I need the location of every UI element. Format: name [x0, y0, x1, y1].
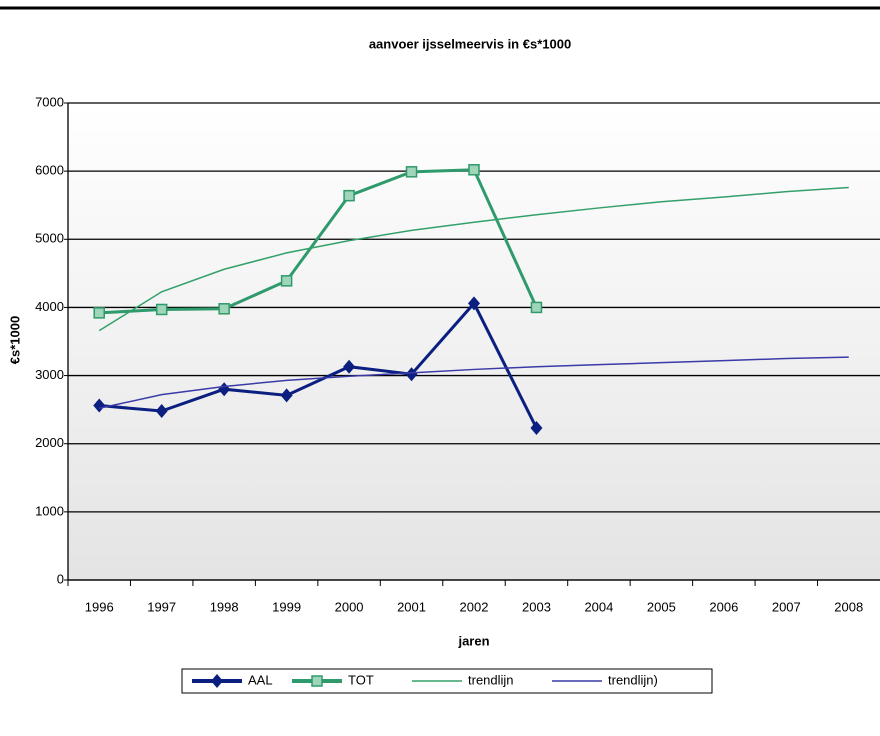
point: [93, 398, 106, 413]
y-tick-label: 6000: [35, 163, 64, 178]
point: [530, 421, 543, 436]
point: [468, 296, 480, 311]
point: [405, 367, 418, 382]
series-line: [99, 168, 538, 315]
point: [530, 301, 543, 314]
x-tick-label: 1999: [272, 599, 301, 614]
y-tick-label: 1000: [35, 503, 64, 518]
y-tick-label: 4000: [35, 299, 64, 314]
x-tick-label: 2008: [834, 599, 863, 614]
legend-label: AAL: [248, 672, 273, 687]
x-axis-label: jaren: [457, 633, 489, 648]
legend-label: trendlijn): [608, 672, 658, 687]
x-tick-label: 1997: [147, 599, 176, 614]
y-tick-label: 2000: [35, 435, 64, 450]
x-tick-label: 2007: [772, 599, 801, 614]
point: [343, 359, 356, 374]
point: [468, 164, 480, 176]
point: [155, 303, 168, 316]
point: [93, 307, 105, 319]
x-tick-label: 2002: [460, 599, 489, 614]
legend-label: trendlijn: [468, 672, 514, 687]
x-tick-label: 2005: [647, 599, 676, 614]
y-tick-label: 0: [57, 571, 64, 586]
point: [405, 166, 418, 178]
point: [218, 303, 230, 315]
point: [280, 388, 293, 403]
legend-marker: [311, 675, 323, 687]
legend-marker: [211, 674, 223, 688]
y-tick-label: 5000: [35, 231, 64, 246]
point: [155, 404, 168, 419]
y-tick-label: 3000: [35, 367, 64, 382]
y-axis-label: €s*1000: [7, 316, 22, 364]
y-tick-label: 7000: [35, 94, 64, 109]
plot-area: [68, 103, 880, 580]
point: [343, 189, 355, 202]
x-tick-label: 2001: [397, 599, 426, 614]
chart-title: aanvoer ijsselmeervis in €s*1000: [369, 36, 571, 51]
point: [280, 275, 293, 287]
series-line: [98, 186, 849, 332]
x-tick-label: 2000: [335, 599, 364, 614]
x-tick-label: 1996: [85, 599, 114, 614]
series-line: [99, 356, 849, 410]
x-tick-label: 2003: [522, 599, 551, 614]
x-tick-label: 2004: [584, 599, 613, 614]
legend-label: TOT: [348, 672, 374, 687]
x-tick-label: 2006: [709, 599, 738, 614]
series-line: [99, 300, 538, 429]
x-tick-label: 1998: [210, 599, 239, 614]
